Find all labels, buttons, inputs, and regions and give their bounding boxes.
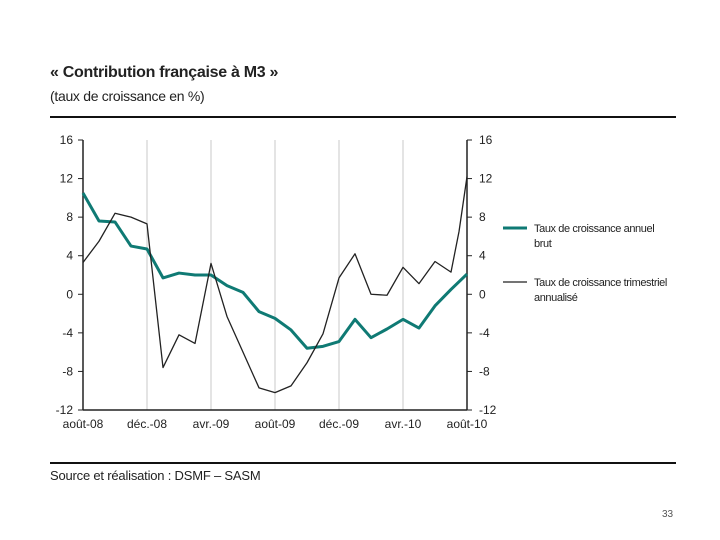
x-tick-label: août-09 — [255, 417, 296, 431]
legend-label: Taux de croissance annuel brut — [534, 223, 654, 250]
series-line-quarterly — [82, 176, 468, 394]
y-tick-label-left: -4 — [62, 326, 73, 340]
x-tick-label: août-10 — [447, 417, 488, 431]
series-layer — [81, 176, 469, 394]
y-tick-label-left: 0 — [66, 287, 73, 301]
x-tick-label: août-08 — [63, 417, 104, 431]
y-tick-label-left: 16 — [60, 133, 74, 147]
y-tick-label-left: 12 — [60, 172, 74, 186]
y-tick-label-right: 12 — [479, 172, 493, 186]
slide-title: « Contribution française à M3 » — [50, 64, 279, 81]
y-tick-label-right: -12 — [479, 403, 497, 417]
x-tick-label: avr.-10 — [385, 417, 422, 431]
top-rule — [50, 116, 676, 118]
y-tick-label-right: -4 — [479, 326, 490, 340]
y-tick-label-right: -8 — [479, 364, 490, 378]
legend: Taux de croissance annuel brut Taux de cro… — [503, 223, 667, 304]
y-tick-label-left: -8 — [62, 364, 73, 378]
y-tick-label-left: 8 — [66, 210, 73, 224]
x-tick-label: avr.-09 — [193, 417, 230, 431]
y-tick-label-right: 16 — [479, 133, 493, 147]
line-chart: août-08 déc.-08 avr.-09 août-09 déc.-09 avr.-… — [56, 133, 668, 431]
y-tick-label-right: 4 — [479, 249, 486, 263]
y-tick-label-left: -12 — [56, 403, 74, 417]
slide-subtitle: (taux de croissance en %) — [50, 88, 205, 104]
source-note: Source et réalisation : DSMF – SASM — [50, 468, 261, 483]
grid-lines — [146, 140, 404, 410]
bottom-rule — [50, 462, 676, 464]
x-tick-label: déc.-08 — [127, 417, 167, 431]
axes: août-08 déc.-08 avr.-09 août-09 déc.-09 avr.-… — [56, 133, 497, 431]
page-number: 33 — [662, 509, 674, 520]
legend-label: Taux de croissance trimestriel annualisé — [534, 277, 667, 304]
series-line-annual — [81, 192, 469, 350]
y-tick-label-left: 4 — [66, 249, 73, 263]
x-tick-label: déc.-09 — [319, 417, 359, 431]
y-tick-label-right: 0 — [479, 287, 486, 301]
y-tick-label-right: 8 — [479, 210, 486, 224]
